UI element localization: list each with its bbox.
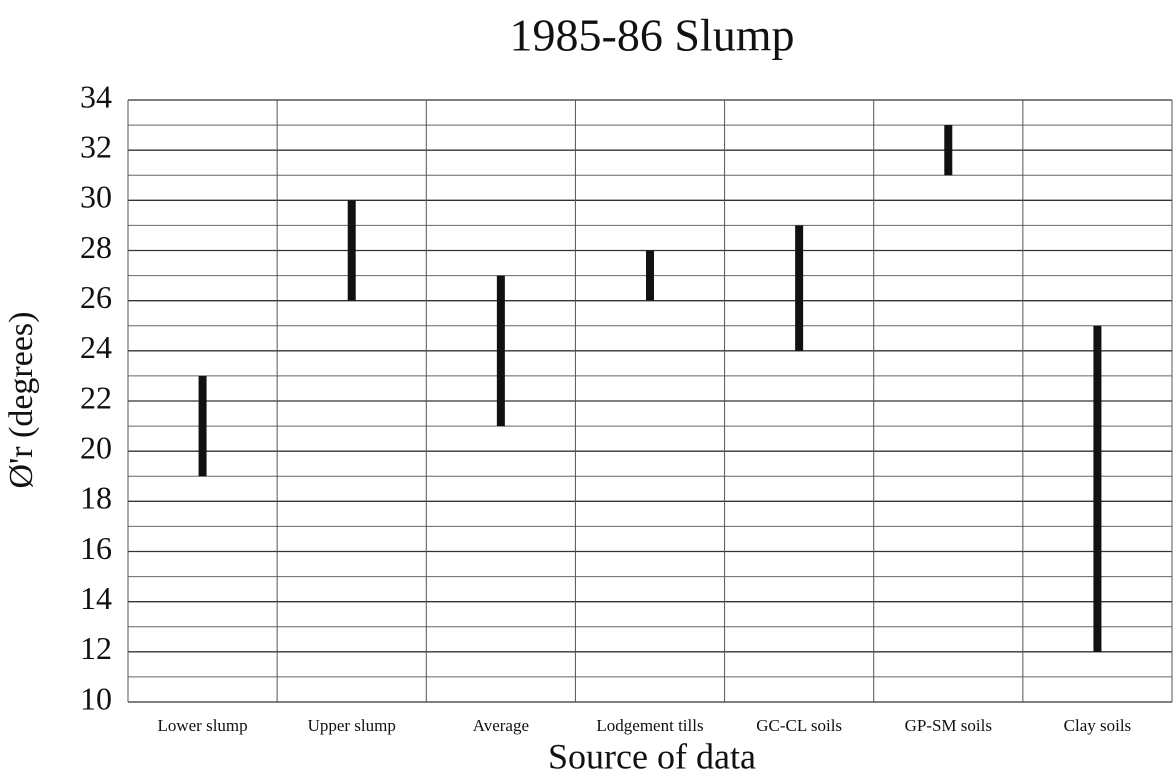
y-tick-label: 20 [80, 430, 112, 466]
x-tick-label: Lower slump [157, 716, 247, 735]
y-tick-label: 28 [80, 229, 112, 265]
y-tick-label: 32 [80, 129, 112, 165]
range-bar [198, 375, 207, 477]
y-tick-label: 26 [80, 279, 112, 315]
y-tick-label: 24 [80, 329, 112, 365]
range-bar [1093, 325, 1102, 652]
chart-title: 1985-86 Slump [510, 10, 795, 61]
x-tick-label: GC-CL soils [756, 716, 842, 735]
y-tick-label: 14 [80, 580, 112, 616]
y-tick-label: 30 [80, 179, 112, 215]
y-tick-label: 34 [80, 78, 112, 114]
y-axis-label: Ø'r (degrees) [3, 312, 40, 489]
x-tick-label: Lodgement tills [596, 716, 703, 735]
y-tick-label: 22 [80, 379, 112, 415]
y-tick-label: 16 [80, 530, 112, 566]
range-bar [496, 275, 505, 427]
y-tick-label: 10 [80, 680, 112, 716]
range-bar [347, 200, 356, 301]
x-tick-label: Upper slump [308, 716, 396, 735]
range-bar [944, 125, 953, 176]
x-tick-label: Average [473, 716, 529, 735]
x-axis-label: Source of data [548, 736, 756, 776]
range-bar [795, 225, 804, 351]
x-tick-label: GP-SM soils [905, 716, 992, 735]
x-tick-label: Clay soils [1064, 716, 1132, 735]
y-tick-label: 18 [80, 480, 112, 516]
range-bar [646, 250, 654, 301]
y-tick-label: 12 [80, 630, 112, 666]
